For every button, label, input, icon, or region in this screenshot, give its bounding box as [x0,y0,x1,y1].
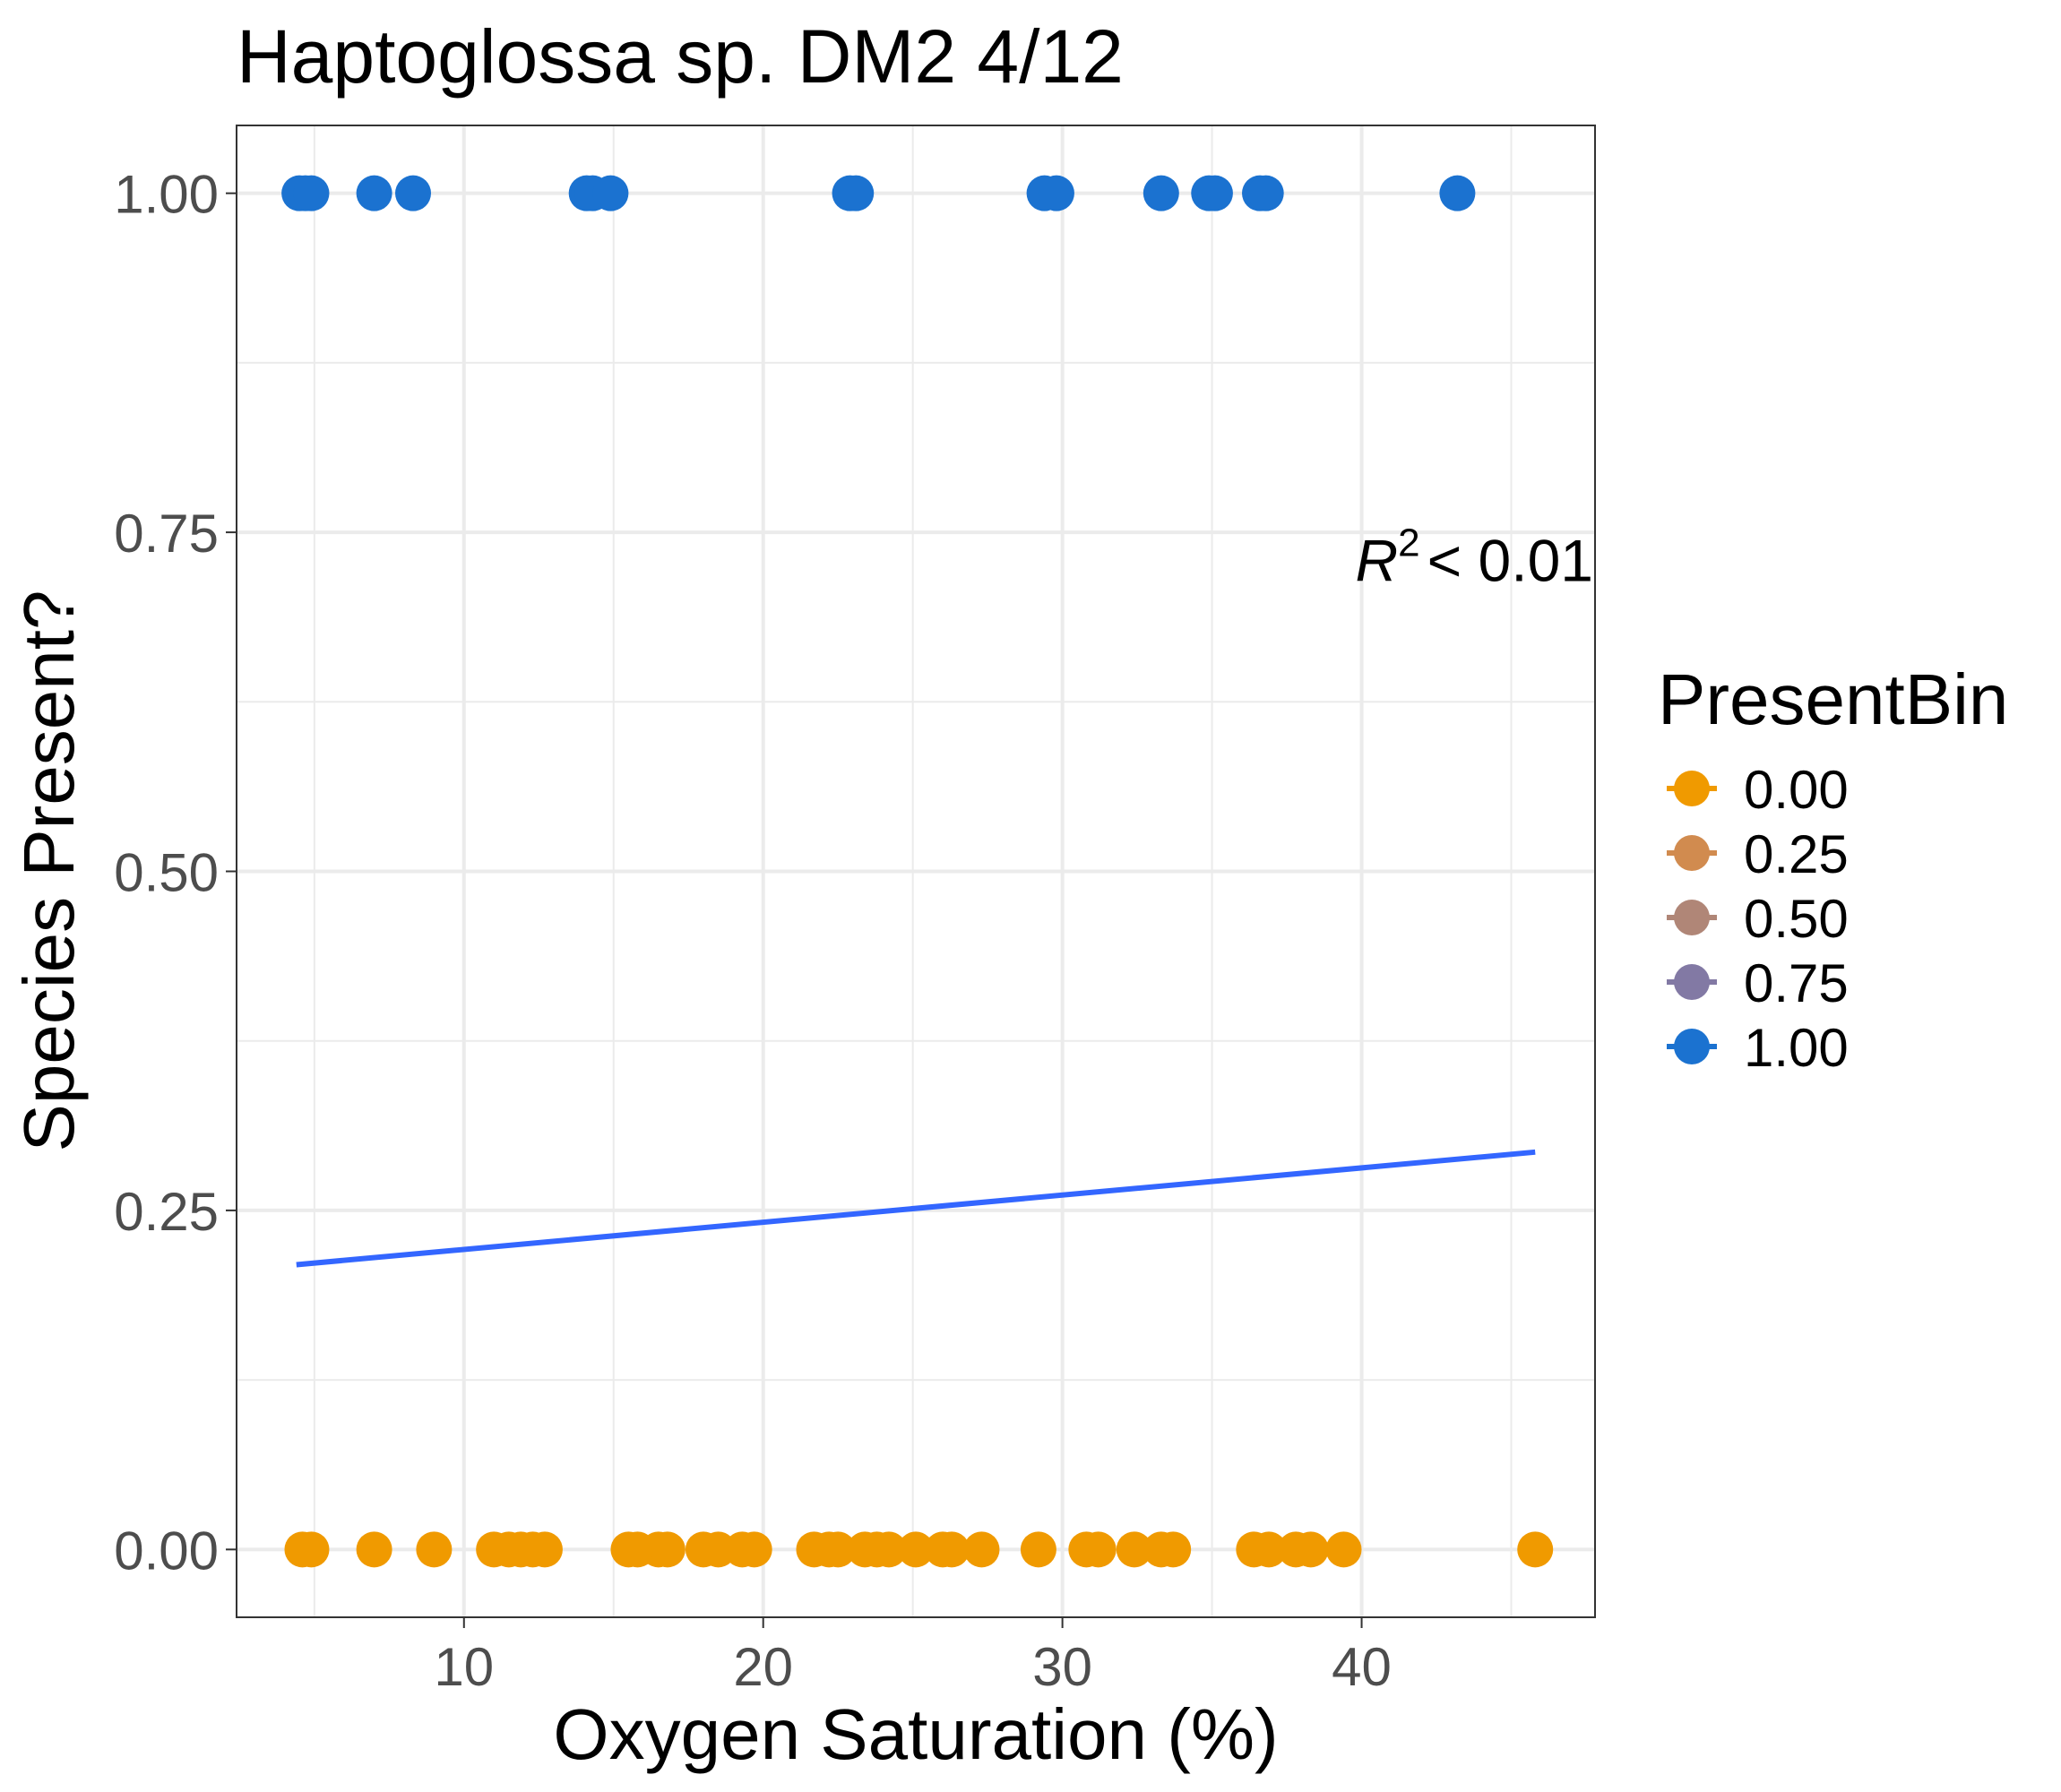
y-axis: 0.00 0.25 0.50 0.75 1.00 [114,165,237,1581]
r-squared-symbol: R [1356,527,1399,593]
data-point [293,175,330,211]
data-point [395,175,432,211]
chart-title: Haptoglossa sp. DM2 4/12 [237,14,1124,99]
x-tick-label: 20 [733,1637,793,1697]
data-point [293,1531,330,1568]
data-point [1080,1531,1117,1568]
data-point [1517,1531,1554,1568]
legend-entry: 0.25 [1667,824,1849,884]
data-point [870,1531,907,1568]
data-point [592,175,629,211]
data-point [1247,175,1284,211]
r-squared-value: < 0.01 [1427,527,1593,593]
legend-key-dot [1674,771,1710,806]
data-point [1116,1531,1152,1568]
fit-line [296,1149,1536,1268]
data-point [1196,175,1233,211]
data-point [1292,1531,1329,1568]
data-point [356,1531,392,1568]
legend-key-dot [1674,835,1710,871]
y-tick-label: 0.25 [114,1182,219,1242]
data-points [281,175,1554,1568]
x-tick-label: 30 [1032,1637,1092,1697]
y-tick-label: 0.75 [114,504,219,564]
data-point [1143,175,1179,211]
data-point [356,175,392,211]
legend-label: 0.00 [1744,760,1849,820]
data-point [1020,1531,1056,1568]
data-point [820,1531,857,1568]
y-axis-label: Species Present? [9,590,89,1151]
legend-key-dot [1674,900,1710,935]
data-point [898,1531,934,1568]
data-point [526,1531,563,1568]
legend-entry: 0.50 [1667,889,1849,949]
data-point [416,1531,453,1568]
data-point [1439,175,1476,211]
r-squared-annotation: R2 < 0.01 [1356,521,1594,593]
y-tick-label: 0.00 [114,1521,219,1581]
legend: PresentBin 0.000.250.500.751.00 [1658,659,2008,1078]
data-point [649,1531,686,1568]
data-point [934,1531,970,1568]
data-point [1251,1531,1288,1568]
x-axis: 10 20 30 40 [434,1617,1392,1697]
x-tick-label: 10 [434,1637,494,1697]
data-point [1325,1531,1362,1568]
legend-label: 0.50 [1744,889,1849,949]
legend-entry: 0.00 [1667,760,1849,820]
y-tick-label: 1.00 [114,165,219,225]
data-point [736,1531,772,1568]
legend-label: 0.25 [1744,824,1849,884]
x-tick-label: 40 [1332,1637,1392,1697]
data-point [963,1531,1000,1568]
legend-key-dot [1674,1029,1710,1064]
legend-label: 1.00 [1744,1018,1849,1078]
x-axis-label: Oxygen Saturation (%) [553,1694,1278,1774]
data-point [838,175,875,211]
legend-entry: 1.00 [1667,1018,1849,1078]
legend-label: 0.75 [1744,953,1849,1013]
r-squared-superscript: 2 [1398,521,1419,564]
data-point [1155,1531,1192,1568]
regression-line [296,1149,1536,1268]
legend-entry: 0.75 [1667,953,1849,1013]
data-point [1038,175,1074,211]
legend-title: PresentBin [1658,659,2008,739]
y-tick-label: 0.50 [114,843,219,903]
legend-key-dot [1674,964,1710,1000]
